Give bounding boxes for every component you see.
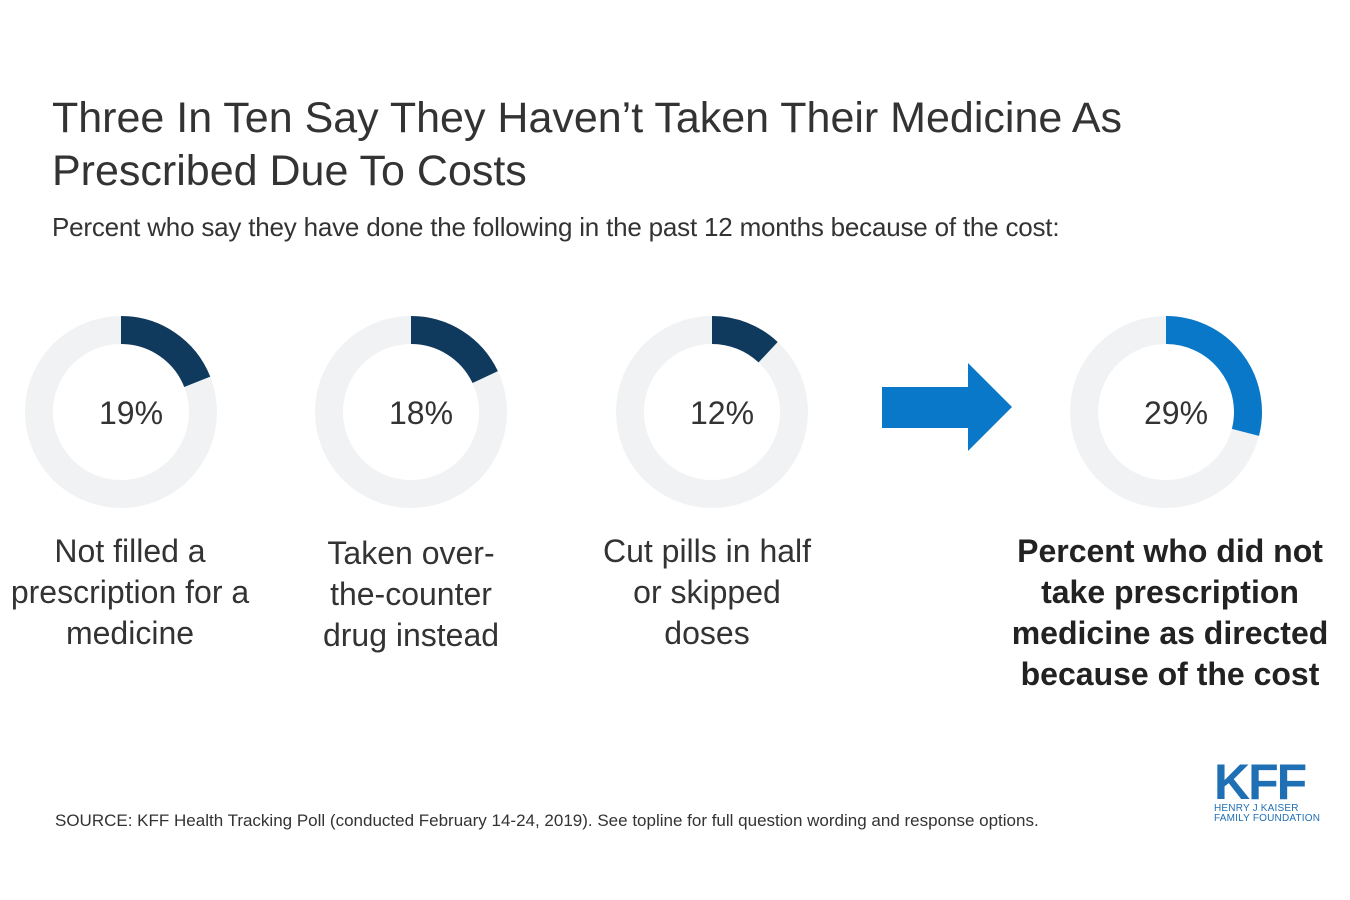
donut-value-cut-pills: 12% [690,395,754,431]
donut-arc-cut-pills [711,316,778,363]
donut-arc-otc-drug [410,316,498,384]
logo-mark: KFF [1214,754,1307,810]
donut-label-cut-pills: Cut pills in half or skipped doses [602,533,812,651]
source-note: SOURCE: KFF Health Tracking Poll (conduc… [55,811,1039,830]
donut-value-otc-drug: 18% [389,395,453,431]
donut-label-not-filled: Not filled a prescription for a medicine [10,533,250,651]
logo-line-1: HENRY J KAISER [1214,803,1299,814]
kff-logo: KFF HENRY J KAISER FAMILY FOUNDATION [1214,754,1324,824]
chart-subtitle: Percent who say they have done the follo… [52,212,1060,242]
donut-value-total: 29% [1144,395,1208,431]
chart-title: Three In Ten Say They Haven’t Taken Thei… [52,94,1123,195]
logo-line-2: FAMILY FOUNDATION [1214,813,1321,824]
donut-arc-total [1165,316,1262,436]
donut-label-otc-drug: Taken over-the-counter drug instead [322,535,500,653]
donut-value-not-filled: 19% [99,395,163,431]
right-arrow-icon [882,363,1012,451]
donut-arc-not-filled [120,316,211,388]
donut-label-total: Percent who did not take prescription me… [1011,533,1329,692]
